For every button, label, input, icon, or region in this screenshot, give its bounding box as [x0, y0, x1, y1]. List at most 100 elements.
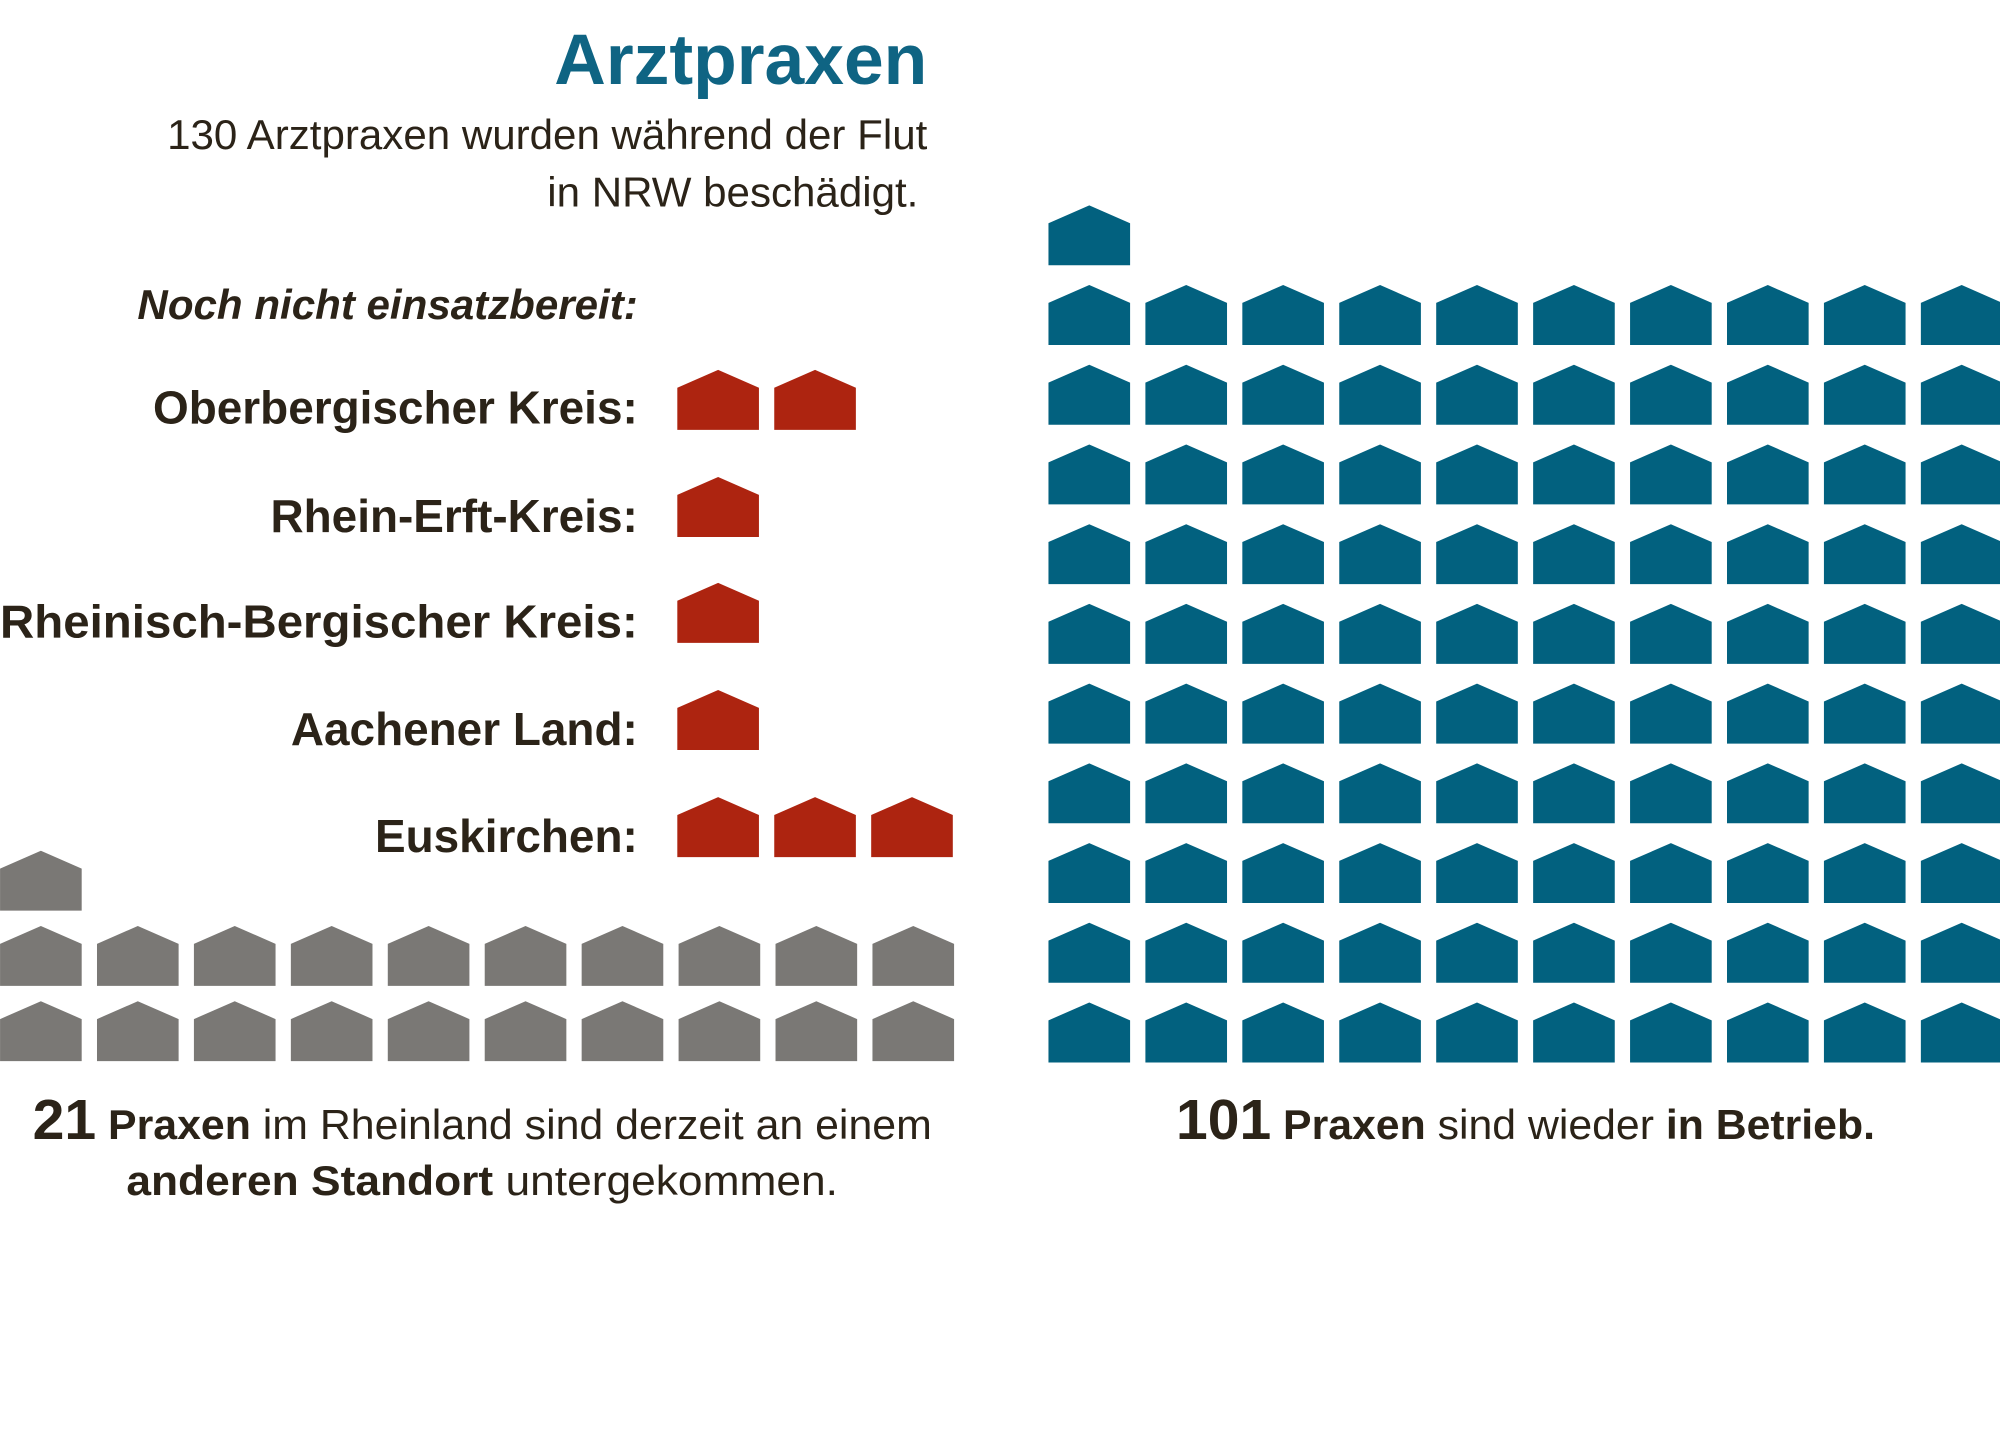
house-icon-not-ready [871, 797, 953, 858]
house-icon-operating [1145, 364, 1228, 425]
caption-bold: anderen Standort [126, 1157, 493, 1204]
house-icon-relocated [290, 1001, 373, 1062]
house-icon-relocated [581, 1001, 664, 1062]
house-icon-operating [1339, 763, 1421, 824]
house-icon-operating [1630, 285, 1712, 346]
house-icon-operating [1048, 683, 1131, 744]
house-icon-operating [1339, 524, 1421, 585]
house-icon-operating [1727, 1002, 1809, 1063]
caption-bold: Praxen [108, 1101, 251, 1148]
house-icon-operating [1242, 1002, 1324, 1063]
house-icon-relocated [387, 925, 470, 986]
house-icon-operating [1823, 524, 1906, 585]
house-icon-not-ready [677, 797, 759, 858]
house-icon-operating [1048, 1002, 1131, 1063]
house-icon-operating [1339, 922, 1421, 983]
house-icon-operating [1436, 444, 1518, 505]
subtitle-line-1: 130 Arztpraxen wurden während der Flut [167, 111, 927, 158]
house-icon-operating [1823, 683, 1906, 744]
house-icon-operating [1920, 683, 2000, 744]
house-icon-operating [1145, 603, 1228, 664]
house-icon-operating [1436, 524, 1518, 585]
house-icon-operating [1436, 843, 1518, 904]
house-icon-operating [1339, 285, 1421, 346]
house-icon-operating [1823, 603, 1906, 664]
house-icon-operating [1242, 763, 1324, 824]
caption-bold: in Betrieb. [1666, 1101, 1875, 1148]
caption-text: im Rheinland sind derzeit an einem [251, 1101, 932, 1148]
house-icon-relocated [484, 1001, 567, 1062]
house-icon-operating [1920, 763, 2000, 824]
house-icon-operating [1533, 364, 1615, 425]
house-icon-operating [1823, 285, 1906, 346]
house-icon-not-ready [677, 582, 759, 643]
house-icon-operating [1823, 763, 1906, 824]
label-oberbergischer-kreis: Oberbergischer Kreis: [153, 381, 638, 433]
house-icon-operating [1436, 1002, 1518, 1063]
house-icon-relocated [678, 1001, 761, 1062]
house-icon-operating [1727, 364, 1809, 425]
caption-text: sind wieder [1426, 1101, 1666, 1148]
house-icon-relocated [678, 925, 761, 986]
house-icon-not-ready [677, 690, 759, 750]
house-icon-operating [1436, 285, 1518, 346]
house-icon-operating [1920, 603, 2000, 664]
house-icon-operating [1630, 364, 1712, 425]
house-icon-operating [1920, 843, 2000, 904]
house-icon-operating [1533, 843, 1615, 904]
house-icon-operating [1339, 603, 1421, 664]
house-icon-operating [1630, 1002, 1712, 1063]
house-icon-operating [1145, 683, 1228, 744]
house-icon-relocated [872, 925, 955, 986]
house-icon-relocated [193, 925, 276, 986]
house-icon-operating [1436, 683, 1518, 744]
house-icon-operating [1920, 1002, 2000, 1063]
house-icon-operating [1339, 683, 1421, 744]
house-icon-relocated [484, 925, 567, 986]
house-icon-not-ready [774, 369, 856, 430]
house-icons [0, 205, 2000, 1063]
house-icon-operating [1823, 843, 1906, 904]
house-icon-operating [1727, 843, 1809, 904]
house-icon-operating [1533, 444, 1615, 505]
house-icon-operating [1048, 444, 1131, 505]
house-icon-operating [1920, 524, 2000, 585]
house-icon-operating [1339, 444, 1421, 505]
house-icon-operating [1242, 843, 1324, 904]
caption-text: untergekommen. [493, 1157, 838, 1204]
house-icon-relocated [775, 1001, 858, 1062]
house-icon-operating [1630, 444, 1712, 505]
house-icon-operating [1145, 763, 1228, 824]
house-icon-operating [1533, 285, 1615, 346]
house-icon-operating [1533, 683, 1615, 744]
house-icon-relocated [96, 925, 179, 986]
house-icon-operating [1242, 922, 1324, 983]
house-icon-operating [1145, 524, 1228, 585]
label-aachener-land: Aachener Land: [291, 703, 638, 755]
house-icon-not-ready [677, 369, 759, 430]
house-icon-operating [1920, 922, 2000, 983]
house-icon-operating [1339, 1002, 1421, 1063]
house-icon-operating [1533, 603, 1615, 664]
house-icon-operating [1823, 364, 1906, 425]
house-icon-operating [1048, 205, 1131, 266]
house-icon-operating [1339, 843, 1421, 904]
house-icon-operating [1630, 922, 1712, 983]
caption-relocated-line-1: 21 Praxen im Rheinland sind derzeit an e… [33, 1088, 932, 1151]
subtitle-line-2: in NRW beschädigt. [547, 169, 918, 216]
house-icon-operating [1630, 683, 1712, 744]
house-icon-operating [1242, 444, 1324, 505]
house-icon-operating [1339, 364, 1421, 425]
house-icon-operating [1436, 922, 1518, 983]
house-icon-operating [1630, 763, 1712, 824]
house-icon-operating [1727, 285, 1809, 346]
house-icon-operating [1533, 524, 1615, 585]
label-rhein-erft-kreis: Rhein-Erft-Kreis: [270, 490, 637, 542]
label-euskirchen: Euskirchen: [375, 810, 638, 862]
house-icon-relocated [0, 1001, 82, 1062]
house-icon-operating [1048, 285, 1131, 346]
house-icon-operating [1242, 683, 1324, 744]
house-icon-not-ready [774, 797, 856, 858]
house-icon-relocated [96, 1001, 179, 1062]
